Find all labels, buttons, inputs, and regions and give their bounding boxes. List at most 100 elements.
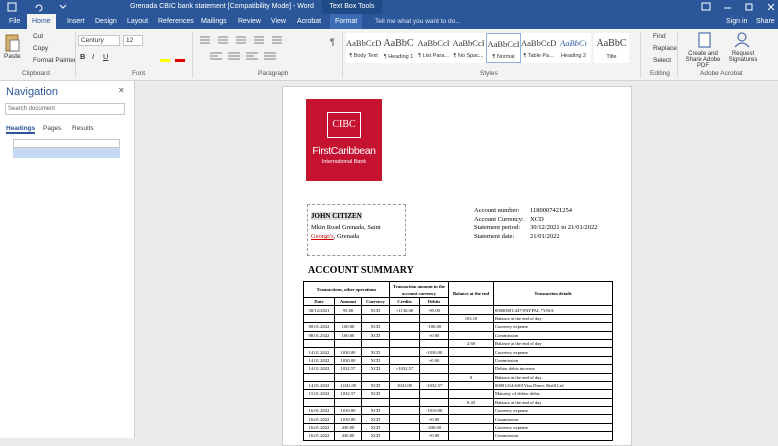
summary-title: ACCOUNT SUMMARY	[308, 265, 414, 276]
ribbon-tab[interactable]: View	[271, 18, 287, 25]
nav-tab[interactable]: Headings	[6, 125, 36, 134]
bold[interactable]: B	[80, 52, 86, 61]
table-cell: Maturity of debtor debts	[493, 389, 614, 399]
save-icon[interactable]	[7, 2, 17, 12]
request-signatures[interactable]: Request Signatures	[728, 51, 758, 63]
format-painter[interactable]: Format Painter	[33, 57, 76, 64]
table-cell	[448, 422, 495, 433]
table-cell: 08.01.2022	[303, 330, 335, 340]
style-name: ¶ No Spac...	[453, 53, 484, 59]
table-cell: Currency expense	[493, 406, 614, 416]
select[interactable]: Select	[653, 57, 672, 64]
account-label: Statement date:	[474, 232, 515, 240]
signature-icon[interactable]	[737, 32, 747, 42]
ribbon-tabs: File Home Insert Design Layout References Mail…	[0, 14, 778, 29]
redo-icon[interactable]	[59, 4, 67, 9]
table-cell	[389, 431, 421, 441]
pdf-icon[interactable]	[698, 32, 711, 48]
group-label: Editing	[650, 70, 670, 77]
ribbon-options[interactable]	[701, 2, 711, 11]
address-line: Mkin Road Grenada, Saint	[311, 224, 381, 231]
style-item[interactable]: AaBbCcDc ¶ Body Text	[346, 33, 381, 63]
nav-title: Navigation	[6, 86, 58, 98]
group-header: Transactions, other operations	[302, 281, 391, 298]
document-page: CIBC FirstCaribbean International Bank J…	[282, 86, 632, 446]
create-pdf[interactable]: Create and Share Adobe PDF	[685, 51, 721, 69]
table-cell: 14.01.2022	[303, 355, 335, 366]
table-row: 8.43 Balance at the end of day	[303, 397, 614, 408]
font-tools	[160, 59, 185, 62]
address-textbox[interactable]: JOHN CITIZEN Mkin Road Grenada, Saint Ge…	[307, 204, 406, 256]
tell-me[interactable]: Tell me what you want to do...	[375, 18, 461, 25]
style-name: ¶ List Para...	[418, 53, 449, 59]
font-color-swatch[interactable]	[175, 59, 185, 62]
acrobat-icons	[698, 32, 750, 48]
highlight-swatch[interactable]	[160, 59, 170, 62]
style-preview: AaBbCcDc	[521, 38, 556, 48]
undo-icon[interactable]	[35, 4, 43, 12]
share[interactable]: Share	[756, 18, 775, 25]
ribbon-tab[interactable]: Review	[238, 18, 261, 25]
nav-close[interactable]: ✕	[118, 86, 125, 95]
nav-tab[interactable]: Results	[72, 125, 94, 132]
search-box[interactable]: Search document	[5, 103, 125, 115]
ribbon-tab[interactable]: File	[9, 18, 21, 25]
window-controls	[701, 2, 775, 11]
table-cell	[389, 313, 421, 324]
font-name[interactable]: Century	[78, 35, 120, 46]
style-name: ¶ Heading 1	[383, 54, 414, 60]
table-cell: +1032.57	[389, 364, 421, 374]
table-cell: 16.01.2022	[303, 414, 335, 424]
copy[interactable]: Copy	[33, 45, 49, 52]
paste-icon[interactable]	[5, 33, 21, 53]
table-row: 16.01.2022 430.00 XCD -430.00 Currency expen…	[303, 422, 614, 433]
sign-in[interactable]: Sign in	[726, 18, 748, 25]
cut[interactable]: Cut	[33, 33, 44, 40]
style-item[interactable]: AaBbCı Heading 2	[556, 33, 591, 63]
table-cell: Currency expense	[493, 422, 614, 433]
style-item[interactable]: AaBbCcDc ¶ Table Pa...	[521, 33, 556, 63]
heading-item[interactable]	[13, 139, 120, 148]
table-cell: 15.01.2022	[303, 389, 335, 399]
paste-label[interactable]: Paste	[4, 53, 21, 60]
style-item[interactable]: AaBbC ¶ Heading 1	[381, 33, 416, 63]
ribbon-tab[interactable]: Format	[330, 14, 363, 29]
heading-item-selected[interactable]	[13, 148, 120, 158]
sub-header: Amount	[334, 296, 362, 307]
font-size[interactable]: 12	[123, 35, 143, 46]
paragraph-tools: ¶	[200, 36, 335, 60]
table-cell: XCD	[360, 414, 391, 424]
group-label: Styles	[480, 70, 498, 77]
ribbon-tab[interactable]: Layout	[127, 18, 149, 25]
ribbon-tab[interactable]: Mailings	[201, 18, 227, 25]
account-label: Account number:	[474, 207, 520, 214]
ribbon-tab[interactable]: Design	[95, 18, 117, 25]
table-cell: Commission	[493, 330, 614, 340]
table-row: 0 Balance at the end of day	[303, 372, 614, 382]
separator	[342, 32, 343, 78]
italic[interactable]: I	[92, 52, 95, 61]
table-cell: 95.00	[334, 305, 362, 315]
style-item[interactable]: AaBbCcI ¶ No Spac...	[451, 33, 486, 63]
ribbon-tab[interactable]: Acrobat	[297, 18, 322, 25]
table-head: Transactions, other operations Transacti…	[302, 280, 614, 307]
nav-tab[interactable]: Pages	[43, 125, 62, 132]
style-item[interactable]: AaBbCcI ¶ Normal	[486, 33, 521, 63]
find[interactable]: Find	[653, 33, 666, 40]
underline[interactable]: U	[103, 52, 109, 61]
restore[interactable]	[745, 3, 753, 11]
table-cell: XCD	[360, 322, 391, 332]
account-row: Account number: 1180007421254	[474, 207, 598, 216]
table-cell: 1041.00	[389, 380, 421, 391]
ribbon-tab[interactable]: Home	[27, 14, 56, 29]
table-cell: -1030.00	[419, 347, 450, 357]
ribbon-tab[interactable]: References	[158, 18, 194, 25]
group-header: Transaction amount in the account curren…	[389, 281, 450, 298]
close[interactable]	[767, 3, 775, 11]
svg-text:¶: ¶	[330, 37, 335, 47]
ribbon-tab[interactable]: Insert	[67, 18, 85, 25]
style-item[interactable]: AaBbC Title	[594, 33, 629, 63]
style-item[interactable]: AaBbCcI ¶ List Para...	[416, 33, 451, 63]
replace[interactable]: Replace	[653, 45, 677, 52]
sub-header: Currency	[360, 296, 391, 307]
